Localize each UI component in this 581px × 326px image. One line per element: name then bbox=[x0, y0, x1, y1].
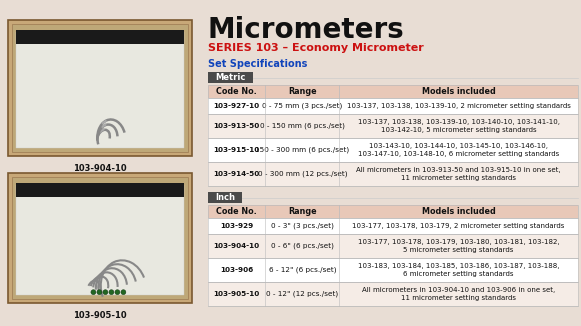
Bar bbox=[208, 162, 578, 186]
Bar bbox=[208, 138, 578, 162]
Bar bbox=[208, 85, 578, 98]
Bar bbox=[16, 183, 184, 197]
Bar bbox=[208, 114, 578, 138]
Text: Metric: Metric bbox=[216, 73, 246, 82]
Text: 103-905-10: 103-905-10 bbox=[73, 311, 127, 320]
Bar bbox=[208, 258, 578, 282]
Text: 103-177, 103-178, 103-179, 103-180, 103-181, 103-182,
5 micrometer setting stand: 103-177, 103-178, 103-179, 103-180, 103-… bbox=[358, 239, 560, 253]
Bar bbox=[208, 72, 253, 83]
Text: 0 - 6" (6 pcs./set): 0 - 6" (6 pcs./set) bbox=[271, 243, 334, 249]
Text: 0 - 12" (12 pcs./set): 0 - 12" (12 pcs./set) bbox=[266, 291, 338, 297]
Text: All micrometers in 103-913-50 and 103-915-10 in one set,
11 micrometer setting s: All micrometers in 103-913-50 and 103-91… bbox=[356, 167, 561, 181]
Text: Code No.: Code No. bbox=[216, 87, 257, 96]
Text: Range: Range bbox=[288, 207, 317, 216]
Text: 103-913-50: 103-913-50 bbox=[214, 123, 260, 129]
Bar bbox=[208, 218, 578, 234]
Bar bbox=[16, 185, 184, 295]
Bar bbox=[12, 23, 188, 153]
Bar bbox=[208, 162, 578, 186]
Text: Set Specifications: Set Specifications bbox=[208, 59, 307, 69]
Text: 0 - 150 mm (6 pcs./set): 0 - 150 mm (6 pcs./set) bbox=[260, 123, 345, 129]
Text: 103-927-10: 103-927-10 bbox=[214, 103, 260, 109]
Text: 103-183, 103-184, 103-185, 103-186, 103-187, 103-188,
6 micrometer setting stand: 103-183, 103-184, 103-185, 103-186, 103-… bbox=[358, 263, 560, 277]
Bar bbox=[208, 258, 578, 282]
Text: Models included: Models included bbox=[422, 87, 496, 96]
Bar bbox=[208, 282, 578, 306]
Text: 103-929: 103-929 bbox=[220, 223, 253, 229]
Bar bbox=[16, 30, 184, 44]
Text: Range: Range bbox=[288, 87, 317, 96]
Bar bbox=[208, 205, 578, 218]
Text: 103-905-10: 103-905-10 bbox=[214, 291, 260, 297]
Bar bbox=[8, 173, 192, 303]
Text: Models included: Models included bbox=[422, 207, 496, 216]
Text: 0 - 300 mm (12 pcs./set): 0 - 300 mm (12 pcs./set) bbox=[257, 171, 347, 177]
Text: 6 - 12" (6 pcs./set): 6 - 12" (6 pcs./set) bbox=[268, 267, 336, 273]
Bar bbox=[208, 282, 578, 306]
Text: SERIES 103 – Economy Micrometer: SERIES 103 – Economy Micrometer bbox=[208, 43, 424, 53]
Text: 103-177, 103-178, 103-179, 2 micrometer setting standards: 103-177, 103-178, 103-179, 2 micrometer … bbox=[353, 223, 565, 229]
Text: All micrometers in 103-904-10 and 103-906 in one set,
11 micrometer setting stan: All micrometers in 103-904-10 and 103-90… bbox=[362, 287, 555, 301]
Text: 103-904-10: 103-904-10 bbox=[73, 165, 127, 173]
Bar bbox=[8, 20, 192, 156]
Text: Inch: Inch bbox=[215, 193, 235, 202]
Bar bbox=[16, 32, 184, 148]
Circle shape bbox=[115, 290, 120, 295]
Bar bbox=[208, 98, 578, 114]
Text: 103-906: 103-906 bbox=[220, 267, 253, 273]
Bar bbox=[208, 234, 578, 258]
Text: 103-143-10, 103-144-10, 103-145-10, 103-146-10,
103-147-10, 103-148-10, 6 microm: 103-143-10, 103-144-10, 103-145-10, 103-… bbox=[358, 143, 560, 157]
Bar bbox=[208, 114, 578, 138]
Bar bbox=[208, 192, 242, 203]
Text: 103-904-10: 103-904-10 bbox=[214, 243, 260, 249]
Bar bbox=[208, 138, 578, 162]
Bar bbox=[12, 177, 188, 299]
Text: 103-137, 103-138, 103-139-10, 103-140-10, 103-141-10,
103-142-10, 5 micrometer s: 103-137, 103-138, 103-139-10, 103-140-10… bbox=[358, 119, 560, 133]
Text: 103-137, 103-138, 103-139-10, 2 micrometer setting standards: 103-137, 103-138, 103-139-10, 2 micromet… bbox=[347, 103, 571, 109]
Bar bbox=[208, 98, 578, 114]
Text: 103-915-10: 103-915-10 bbox=[214, 147, 260, 153]
Text: 0 - 75 mm (3 pcs./set): 0 - 75 mm (3 pcs./set) bbox=[262, 103, 342, 109]
Text: 103-914-50: 103-914-50 bbox=[214, 171, 260, 177]
Circle shape bbox=[97, 290, 102, 295]
Bar bbox=[208, 218, 578, 234]
Circle shape bbox=[121, 290, 126, 295]
Bar bbox=[208, 85, 578, 98]
Circle shape bbox=[109, 290, 114, 295]
Circle shape bbox=[103, 290, 108, 295]
Text: 0 - 3" (3 pcs./set): 0 - 3" (3 pcs./set) bbox=[271, 223, 334, 229]
Bar bbox=[208, 234, 578, 258]
Text: Micrometers: Micrometers bbox=[208, 16, 405, 44]
Text: 150 - 300 mm (6 pcs./set): 150 - 300 mm (6 pcs./set) bbox=[255, 147, 349, 153]
Bar bbox=[208, 205, 578, 218]
Text: Code No.: Code No. bbox=[216, 207, 257, 216]
Circle shape bbox=[91, 290, 96, 295]
